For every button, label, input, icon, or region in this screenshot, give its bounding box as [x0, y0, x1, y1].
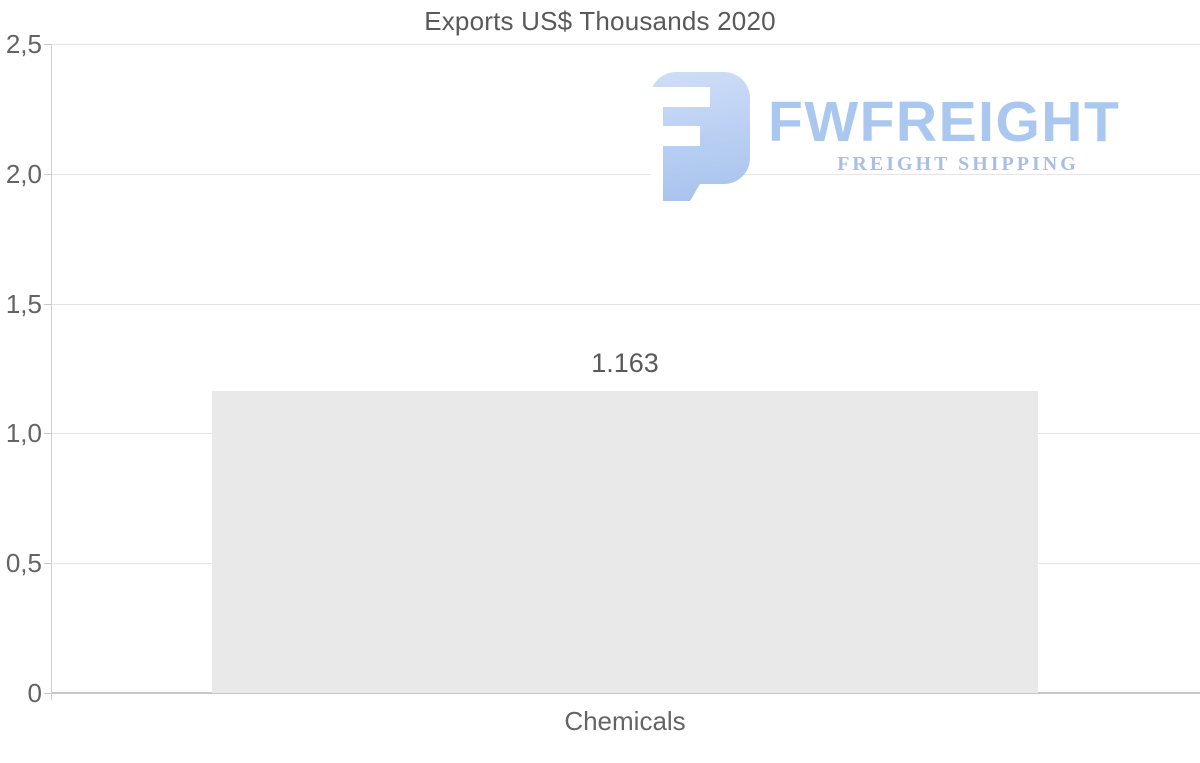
- y-tick-label: 1,5: [5, 289, 42, 319]
- gridline: [51, 304, 1200, 305]
- y-tick-label: 2,5: [5, 29, 42, 59]
- logo-tagline: FREIGHT SHIPPING: [837, 153, 1079, 175]
- y-tick-label: 1,0: [5, 418, 42, 448]
- x-axis-line: [51, 692, 1200, 694]
- plot-area: 1.163: [51, 44, 1200, 694]
- logo-text: FWFREIGHT FREIGHT SHIPPING: [768, 70, 1148, 176]
- y-tick-label: 2,0: [5, 159, 42, 189]
- y-tick-mark: [44, 304, 51, 305]
- y-tick-mark: [44, 44, 51, 45]
- y-tick-mark: [44, 693, 51, 694]
- logo-brand: FWFREIGHT: [768, 90, 1121, 154]
- chart-title: Exports US$ Thousands 2020: [424, 6, 776, 36]
- y-tick-label: 0,5: [5, 548, 42, 578]
- x-category-label: Chemicals: [564, 706, 686, 736]
- gridline: [51, 44, 1200, 45]
- y-tick-label: 0: [27, 678, 42, 708]
- y-tick-mark: [44, 174, 51, 175]
- y-axis-line: [51, 44, 52, 700]
- gridline: [51, 174, 1200, 175]
- bar: [212, 391, 1038, 693]
- fwfreight-logo-icon: [650, 72, 750, 201]
- y-tick-mark: [44, 433, 51, 434]
- bar-value-label: 1.163: [591, 348, 659, 379]
- fwfreight-watermark: FWFREIGHT FREIGHT SHIPPING: [650, 70, 1150, 205]
- y-tick-mark: [44, 563, 51, 564]
